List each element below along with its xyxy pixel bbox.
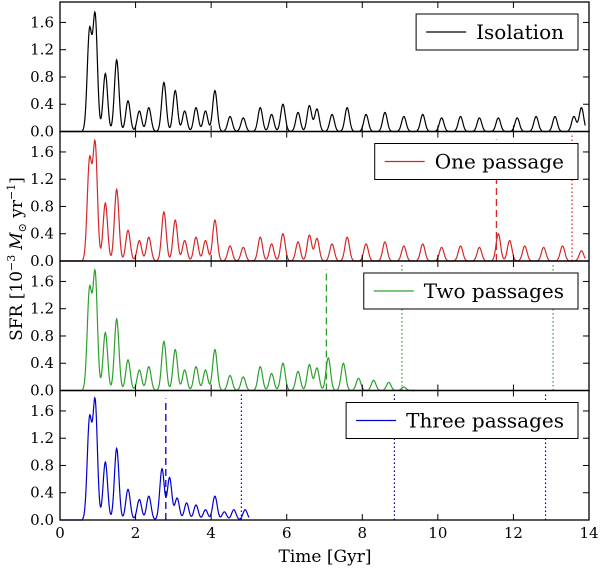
- y-axis-label-exp2: −1: [5, 184, 18, 200]
- y-tick-label-2-3: 0.8: [30, 197, 54, 215]
- sfr-line-4: [60, 396, 250, 521]
- panel-3: 0.0 0.4 0.8 1.2 1.6 Two passages: [30, 260, 590, 400]
- y-tick-label-4-4: 1.2: [30, 429, 54, 447]
- y-axis-label-unit-sub: ⊙: [16, 223, 29, 232]
- y-tick-label-1-3: 0.8: [30, 68, 54, 86]
- y-tick-label-3-2: 0.4: [30, 354, 54, 372]
- y-tick-label-1-5: 1.6: [30, 13, 54, 31]
- y-tick-label-2-2: 0.4: [30, 225, 54, 243]
- y-tick-label-4-3: 0.8: [30, 456, 54, 474]
- y-tick-label-2-1: 0.0: [30, 252, 54, 270]
- y-tick-label-2-5: 1.6: [30, 143, 54, 161]
- panel-4: 0.0 0.4 0.8 1.2 1.6 Three passages: [30, 389, 590, 529]
- panel-1: 0.0 0.4 0.8 1.2 1.6 Isolation: [30, 1, 590, 141]
- x-axis-label: Time [Gyr]: [279, 547, 372, 567]
- x-tick-label-6: 10: [428, 524, 447, 542]
- legend-label-2: One passage: [435, 150, 564, 174]
- y-tick-label-1-4: 1.2: [30, 41, 54, 59]
- sfr-line-3: [60, 268, 416, 392]
- y-tick-label-2-4: 1.2: [30, 170, 54, 188]
- x-tick-label-5: 8: [358, 524, 368, 542]
- panel-2: 0.0 0.4 0.8 1.2 1.6 One passage: [30, 130, 590, 270]
- y-axis-label-suffix: ]: [7, 177, 27, 184]
- y-axis-label-unit-yr: yr: [7, 199, 27, 223]
- panel-frame-4: [59, 389, 590, 521]
- y-tick-label-3-4: 1.2: [30, 300, 54, 318]
- y-tick-label-1-1: 0.0: [30, 123, 54, 141]
- x-tick-label-7: 12: [504, 524, 523, 542]
- y-axis-label-unit-m: M: [7, 232, 27, 251]
- x-tick-label-4: 6: [282, 524, 292, 542]
- legend-label-4: Three passages: [406, 409, 564, 433]
- sfr-line-1: [60, 10, 586, 133]
- legend-2: One passage: [374, 143, 579, 180]
- legend-3: Two passages: [363, 272, 579, 310]
- panels: 0.0 0.4 0.8 1.2 1.6 Isolation 0.0 0.4 0.8 1.2 1.6 O…: [30, 1, 590, 529]
- legend-label-3: Two passages: [424, 279, 564, 303]
- x-tick-label-2: 2: [131, 524, 141, 542]
- legend-1: Isolation: [415, 13, 579, 51]
- y-axis-label-exp1: −3: [5, 255, 18, 271]
- x-tick-label-8: 14: [579, 524, 598, 542]
- y-tick-label-1-2: 0.4: [30, 95, 54, 113]
- y-tick-label-4-5: 1.6: [30, 402, 54, 420]
- y-tick-label-3-1: 0.0: [30, 382, 54, 400]
- x-axis: 0 2 4 6 8 10 12 14: [55, 524, 598, 542]
- y-tick-label-4-1: 0.0: [30, 511, 54, 529]
- sfr-line-2: [60, 138, 586, 262]
- x-tick-label-1: 0: [55, 524, 65, 542]
- y-tick-label-3-5: 1.6: [30, 272, 54, 290]
- legend-label-1: Isolation: [476, 20, 564, 44]
- y-axis-label: SFR [10−3 M⊙ yr−1]: [5, 177, 29, 341]
- y-tick-label-3-3: 0.8: [30, 327, 54, 345]
- y-tick-label-4-2: 0.4: [30, 484, 54, 502]
- legend-4: Three passages: [345, 402, 579, 439]
- x-tick-label-3: 4: [206, 524, 216, 542]
- y-axis-label-prefix: SFR [10: [7, 271, 27, 341]
